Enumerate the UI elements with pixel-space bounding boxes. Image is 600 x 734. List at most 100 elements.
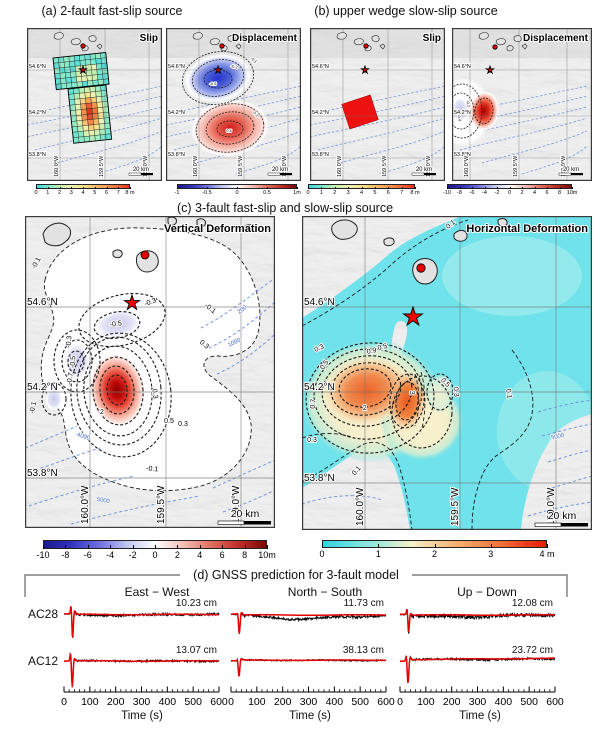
bathymetry-contour-line [27,95,162,126]
colorbar-tick [334,186,336,189]
map-frame [310,28,445,181]
deformation-contour [302,219,469,327]
time-tick-label: 500 [520,696,538,708]
colorbar-a-displacement: -1 -0.5 0 0.5 1m [174,184,301,199]
longitude-label: 159.0°W [143,155,149,177]
scale-bar-label: 20 km [272,167,288,173]
bathymetry-contour-line [537,399,592,413]
deformation-contour [216,120,244,138]
colorbar-tick-label: 0.5 [263,190,271,196]
deformation-contour [61,339,93,383]
latitude-label: 54.6°N [168,64,185,70]
longitude-label: 159.5°W [99,155,105,177]
offset-ac28-ew: 10.23 cm [175,598,217,609]
bathymetry-contour-line [339,130,445,164]
colorbar-tick [87,544,89,549]
gnss-traces-plot: 0 100 200 300 400 500 600 0 100 200 300 400 500 600 0 1… [24,574,568,709]
model-trace-AC28-1 [230,611,387,635]
volcano-dot [492,44,498,50]
latitude-label: 54.2°N [27,382,58,393]
deformation-contour [76,336,162,446]
deformation-contour [92,356,144,426]
latitude-label: 53.8°N [454,152,471,158]
contour-label: 0.9 [366,347,377,356]
bathymetry-contour-line [235,145,301,175]
colorbar-tick [59,186,61,189]
latitude-label: 53.8°N [29,152,46,158]
contour-label: -0.4 [456,114,462,122]
map-a-displacement: -0.1 -0.2 -0.5 0.2 0.5 54.6°N 54.2°N 53.8°N 160.… [166,28,301,181]
colorbar-tick-label: 8 [557,190,562,196]
colorbar-tick-label: -0.5 [202,190,212,196]
colorbar-tick [374,186,376,189]
colorbar-tick-label: -2 [494,190,500,196]
zero-deformation-field [41,227,260,491]
bathymetry-contour-line [200,277,275,329]
colorbar-b-displacement: -10 -8 -6 -4 -2 0 2 4 6 8 10m [443,184,577,199]
bathymetry-contour-line [302,495,383,505]
bathymetry-contour-line [56,130,162,164]
map-corner-label: Vertical Deformation [164,223,271,235]
bathymetry-contour-line [25,425,78,449]
colorbar-tick [509,186,511,189]
bathymetry-contour-line [521,145,588,175]
latitude-label: 53.8°N [312,152,329,158]
bathymetry-contour-line [527,501,592,517]
offset-ac12-ud: 23.72 cm [511,645,553,656]
island-coastline [235,43,242,50]
longitude-label: 159.5°W [238,155,244,177]
colorbar-tick-label: 2 [520,190,524,196]
colorbar-tick-label: -6 [83,550,92,560]
scale-bar-label: 20 km [416,167,432,173]
time-tick-label: 600 [546,696,564,708]
deformation-contour [391,375,453,449]
contour-label: -0.2 [465,100,471,108]
volcano-dot [363,43,369,49]
colorbar-tick-label: 0 [34,190,38,196]
colorbar-tick-label: -10 [36,550,50,560]
scale-bar [534,522,562,527]
colorbar-tick-label: -1 [174,190,180,196]
latitude-label: 53.8°N [27,468,58,479]
time-tick-label: 0 [61,696,67,708]
colorbar-tick [378,544,380,548]
xlabel-time-ns: Time (s) [289,710,331,722]
island-coastline [453,229,468,242]
colorbar-tick-label: 6 [219,550,225,560]
colorbar-tick-label: 4 m [539,549,555,559]
map-corner-label: Slip [423,33,441,44]
colorbar-tick [522,186,523,189]
map-frame [302,216,592,530]
colorbar-tick-label: 0 [507,190,512,196]
land-alaska-peninsula [302,216,462,318]
deformation-contour [181,51,255,105]
island-coastline [336,32,347,40]
bathymetry-contour-line [212,459,275,489]
scale-bar-label: 20 km [548,510,577,522]
contour-label: -0.3 [65,335,73,348]
colorbar-tick [497,186,498,189]
colorbar-tick-label: 10m [258,550,276,560]
latitude-label: 54.2°N [312,110,329,116]
deformation-lobe [452,96,469,124]
epicenter-star [361,66,368,73]
colorbar-tick [559,186,561,189]
deformation-contour [195,103,265,153]
island-coastline [167,216,177,226]
contour-label: -0.5 [70,356,77,368]
colorbar-tick-label: 6 [386,190,390,196]
colorbar-tick [43,544,44,549]
colorbar-tick-label: 2 [57,190,62,196]
time-tick-label: 500 [184,696,202,708]
offset-ac28-ud: 12.08 cm [511,598,553,609]
colorbar-tick [155,544,156,549]
deformation-contour [420,371,426,429]
seafloor-relief-patch [521,414,592,530]
seafloor-relief-patch [302,447,410,530]
longitude-label: 160.0°W [54,155,60,177]
bathymetry-contour-line [310,106,445,138]
colorbar-tick [110,544,112,549]
bathymetry-depth-label: 5000 [96,497,111,505]
contour-label: -0.1 [250,56,259,65]
deformation-lobe [93,308,143,340]
